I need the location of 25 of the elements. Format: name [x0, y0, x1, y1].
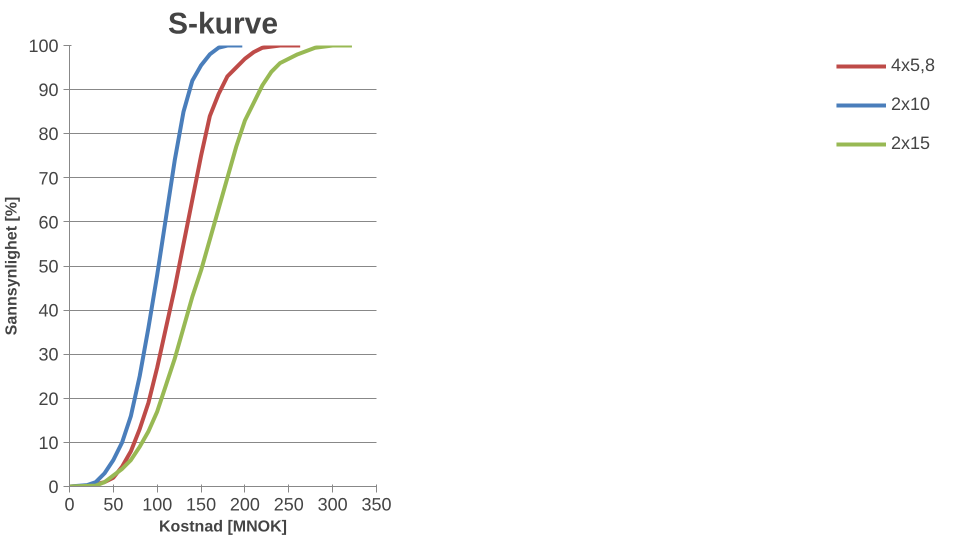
y-tick-label: 40: [38, 300, 59, 321]
y-tick-label: 100: [28, 36, 59, 56]
x-tick-label: 300: [318, 494, 348, 514]
y-tick-label: 20: [38, 388, 59, 409]
x-tick-label: 150: [186, 494, 216, 514]
legend-label: 2x10: [890, 94, 930, 115]
y-axis-title: Sannsynlighet [%]: [3, 196, 20, 336]
y-tick-label: 60: [38, 212, 59, 232]
y-tick-label: 80: [38, 124, 59, 144]
y-tick-label: 50: [38, 256, 59, 276]
x-tick-label: 100: [142, 494, 172, 514]
y-tick-label: 30: [38, 344, 59, 365]
x-axis-title: Kostnad [MNOK]: [159, 518, 287, 536]
x-tick-label: 50: [103, 494, 124, 514]
y-tick-label: 70: [38, 168, 59, 188]
x-tick-label: 250: [274, 494, 304, 514]
legend-label: 2x15: [890, 133, 930, 154]
y-tick-label: 10: [38, 432, 59, 453]
legend-label: 4x5,8: [890, 55, 935, 76]
x-tick-label: 200: [230, 494, 260, 514]
x-tick-label: 350: [361, 494, 392, 514]
y-tick-label: 90: [38, 80, 59, 100]
y-tick-label: 0: [48, 477, 59, 497]
chart-title: S-kurve: [168, 8, 278, 40]
x-tick-label: 0: [64, 494, 75, 514]
